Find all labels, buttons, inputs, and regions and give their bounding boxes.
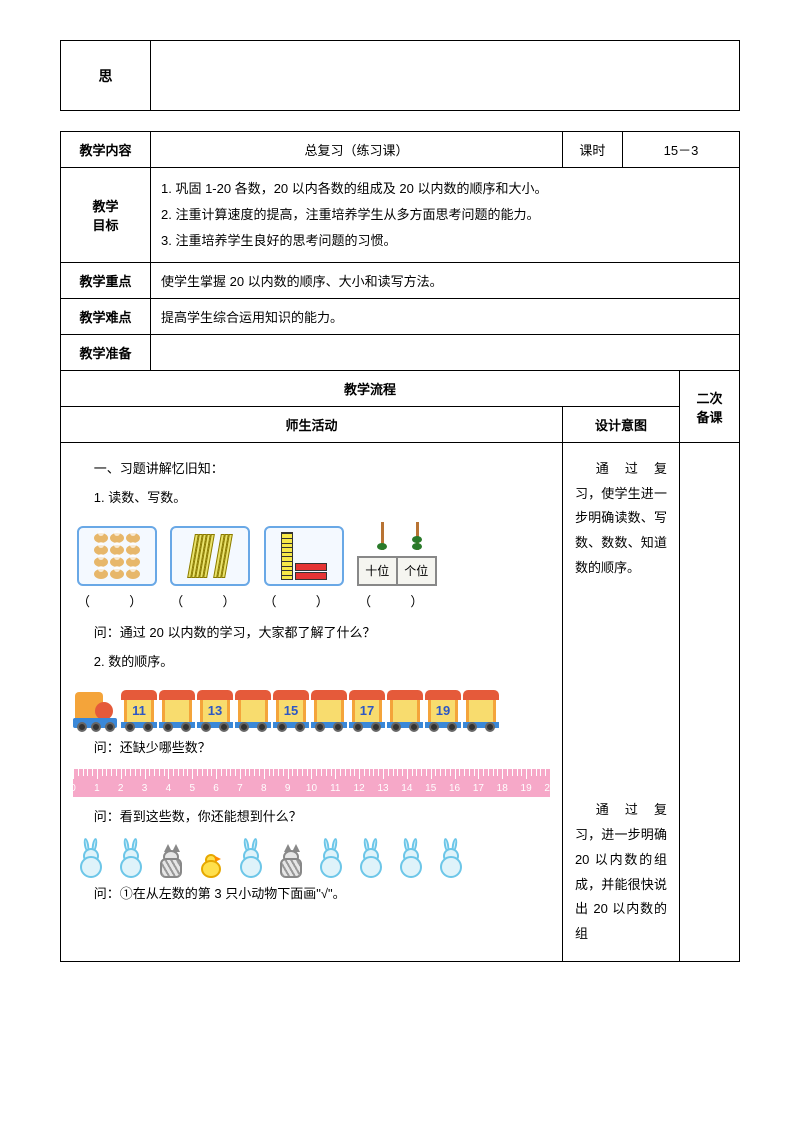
figure-blocks: （ ） <box>264 526 347 615</box>
cat-icon <box>153 838 189 878</box>
rabbit-icon <box>233 838 269 878</box>
question-1: 问：通过 20 以内数的学习，大家都了解了什么？ <box>73 621 550 646</box>
blank-paren: （ ） <box>264 590 347 615</box>
focus-row: 教学重点 使学生掌握 20 以内数的顺序、大小和读写方法。 <box>61 263 740 299</box>
ruler-tick: 17 <box>473 779 484 798</box>
intent-para-2: 通 过 复习，进一步明确 20 以内数的组成，并能很快说出 20 以内数的组 <box>575 798 667 946</box>
question-4: 问：①在从左数的第 3 只小动物下面画"√"。 <box>73 882 550 907</box>
ruler-tick: 4 <box>166 779 172 798</box>
intent-body: 通 过 复习，使学生进一步明确读数、写数、数数、知道数的顺序。 通 过 复习，进… <box>562 443 679 962</box>
period-value: 15－3 <box>622 132 739 168</box>
ruler-tick: 12 <box>354 779 365 798</box>
diff-row: 教学难点 提高学生综合运用知识的能力。 <box>61 299 740 335</box>
train-car <box>387 690 423 730</box>
ruler-tick: 13 <box>377 779 388 798</box>
train-car: 13 <box>197 690 233 730</box>
period-label: 课时 <box>562 132 622 168</box>
prep-label: 教学准备 <box>61 335 151 371</box>
ruler-tick: 6 <box>213 779 219 798</box>
intent-para-1: 通 过 复习，使学生进一步明确读数、写数、数数、知道数的顺序。 <box>575 457 667 580</box>
ruler-tick: 18 <box>497 779 508 798</box>
train-car: 11 <box>121 690 157 730</box>
focus-value: 使学生掌握 20 以内数的顺序、大小和读写方法。 <box>151 263 740 299</box>
train-car: 17 <box>349 690 385 730</box>
second-body <box>680 443 740 962</box>
reflection-label: 思 <box>61 41 151 111</box>
ruler-tick: 7 <box>237 779 243 798</box>
ruler-tick: 0 <box>70 779 76 798</box>
blank-paren: （ ） <box>357 590 443 615</box>
ruler-tick: 1 <box>94 779 100 798</box>
ruler-tick: 9 <box>285 779 291 798</box>
activity-body: 一、习题讲解忆旧知： 1. 读数、写数。 （ ） （ ） <box>61 443 563 962</box>
diff-label: 教学难点 <box>61 299 151 335</box>
exercise-1-title: 1. 读数、写数。 <box>73 486 550 511</box>
question-3: 问：看到这些数，你还能想到什么？ <box>73 805 550 830</box>
content-label: 教学内容 <box>61 132 151 168</box>
goal-1: 1. 巩固 1-20 各数，20 以内各数的组成及 20 以内数的顺序和大小。 <box>161 176 729 202</box>
train-car <box>159 690 195 730</box>
train-car <box>235 690 271 730</box>
rabbit-icon <box>393 838 429 878</box>
prep-value <box>151 335 740 371</box>
goal-value: 1. 巩固 1-20 各数，20 以内各数的组成及 20 以内数的顺序和大小。 … <box>151 168 740 263</box>
cat-icon <box>273 838 309 878</box>
place-tens: 十位 <box>359 558 398 584</box>
figure-sticks: （ ） <box>170 526 253 615</box>
ruler-tick: 11 <box>330 779 340 798</box>
diff-value: 提高学生综合运用知识的能力。 <box>151 299 740 335</box>
activity-header: 师生活动 <box>61 407 563 443</box>
reflection-table: 思 <box>60 40 740 111</box>
ruler-tick: 10 <box>306 779 317 798</box>
place-ones: 个位 <box>398 558 435 584</box>
reflection-body <box>151 41 740 111</box>
second-header: 二次 备课 <box>680 371 740 443</box>
question-2: 问：还缺少哪些数？ <box>73 736 550 761</box>
goal-row: 教学 目标 1. 巩固 1-20 各数，20 以内各数的组成及 20 以内数的顺… <box>61 168 740 263</box>
section-heading: 一、习题讲解忆旧知： <box>73 457 550 482</box>
goal-2: 2. 注重计算速度的提高，注重培养学生从多方面思考问题的能力。 <box>161 202 729 228</box>
train-car <box>311 690 347 730</box>
flow-body-row: 一、习题讲解忆旧知： 1. 读数、写数。 （ ） （ ） <box>61 443 740 962</box>
flow-header-row: 教学流程 二次 备课 <box>61 371 740 407</box>
figure-abacus: 十位 个位 （ ） <box>357 520 443 615</box>
content-value: 总复习（练习课） <box>151 132 563 168</box>
ruler-tick: 14 <box>401 779 412 798</box>
ruler-tick: 15 <box>425 779 436 798</box>
train-car: 15 <box>273 690 309 730</box>
blank-paren: （ ） <box>170 590 253 615</box>
ruler-tick: 19 <box>521 779 532 798</box>
rabbit-icon <box>73 838 109 878</box>
goal-label: 教学 目标 <box>61 168 151 263</box>
rabbit-icon <box>313 838 349 878</box>
ruler-tick: 2 <box>118 779 124 798</box>
ruler-tick: 5 <box>189 779 195 798</box>
ruler-tick: 8 <box>261 779 267 798</box>
train-car: 19 <box>425 690 461 730</box>
ruler-tick: 16 <box>449 779 460 798</box>
intent-header: 设计意图 <box>562 407 679 443</box>
flow-subheader-row: 师生活动 设计意图 <box>61 407 740 443</box>
locomotive-icon <box>73 684 119 730</box>
figure-bees: （ ） <box>77 526 160 615</box>
counting-figures: （ ） （ ） （ ） <box>77 520 546 615</box>
ruler-tick: 20 <box>544 779 555 798</box>
focus-label: 教学重点 <box>61 263 151 299</box>
rabbit-icon <box>113 838 149 878</box>
animals-row <box>73 838 550 878</box>
goal-3: 3. 注重培养学生良好的思考问题的习惯。 <box>161 228 729 254</box>
blank-paren: （ ） <box>77 590 160 615</box>
content-row: 教学内容 总复习（练习课） 课时 15－3 <box>61 132 740 168</box>
number-train: 11 13 15 17 19 <box>73 684 550 730</box>
rabbit-icon <box>433 838 469 878</box>
train-car <box>463 690 499 730</box>
chick-icon <box>193 838 229 878</box>
ruler-tick: 3 <box>142 779 148 798</box>
rabbit-icon <box>353 838 389 878</box>
lesson-plan-table: 教学内容 总复习（练习课） 课时 15－3 教学 目标 1. 巩固 1-20 各… <box>60 131 740 962</box>
number-ruler: 01234567891011121314151617181920 <box>73 769 550 797</box>
exercise-2-title: 2. 数的顺序。 <box>73 650 550 675</box>
prep-row: 教学准备 <box>61 335 740 371</box>
flow-title: 教学流程 <box>61 371 680 407</box>
